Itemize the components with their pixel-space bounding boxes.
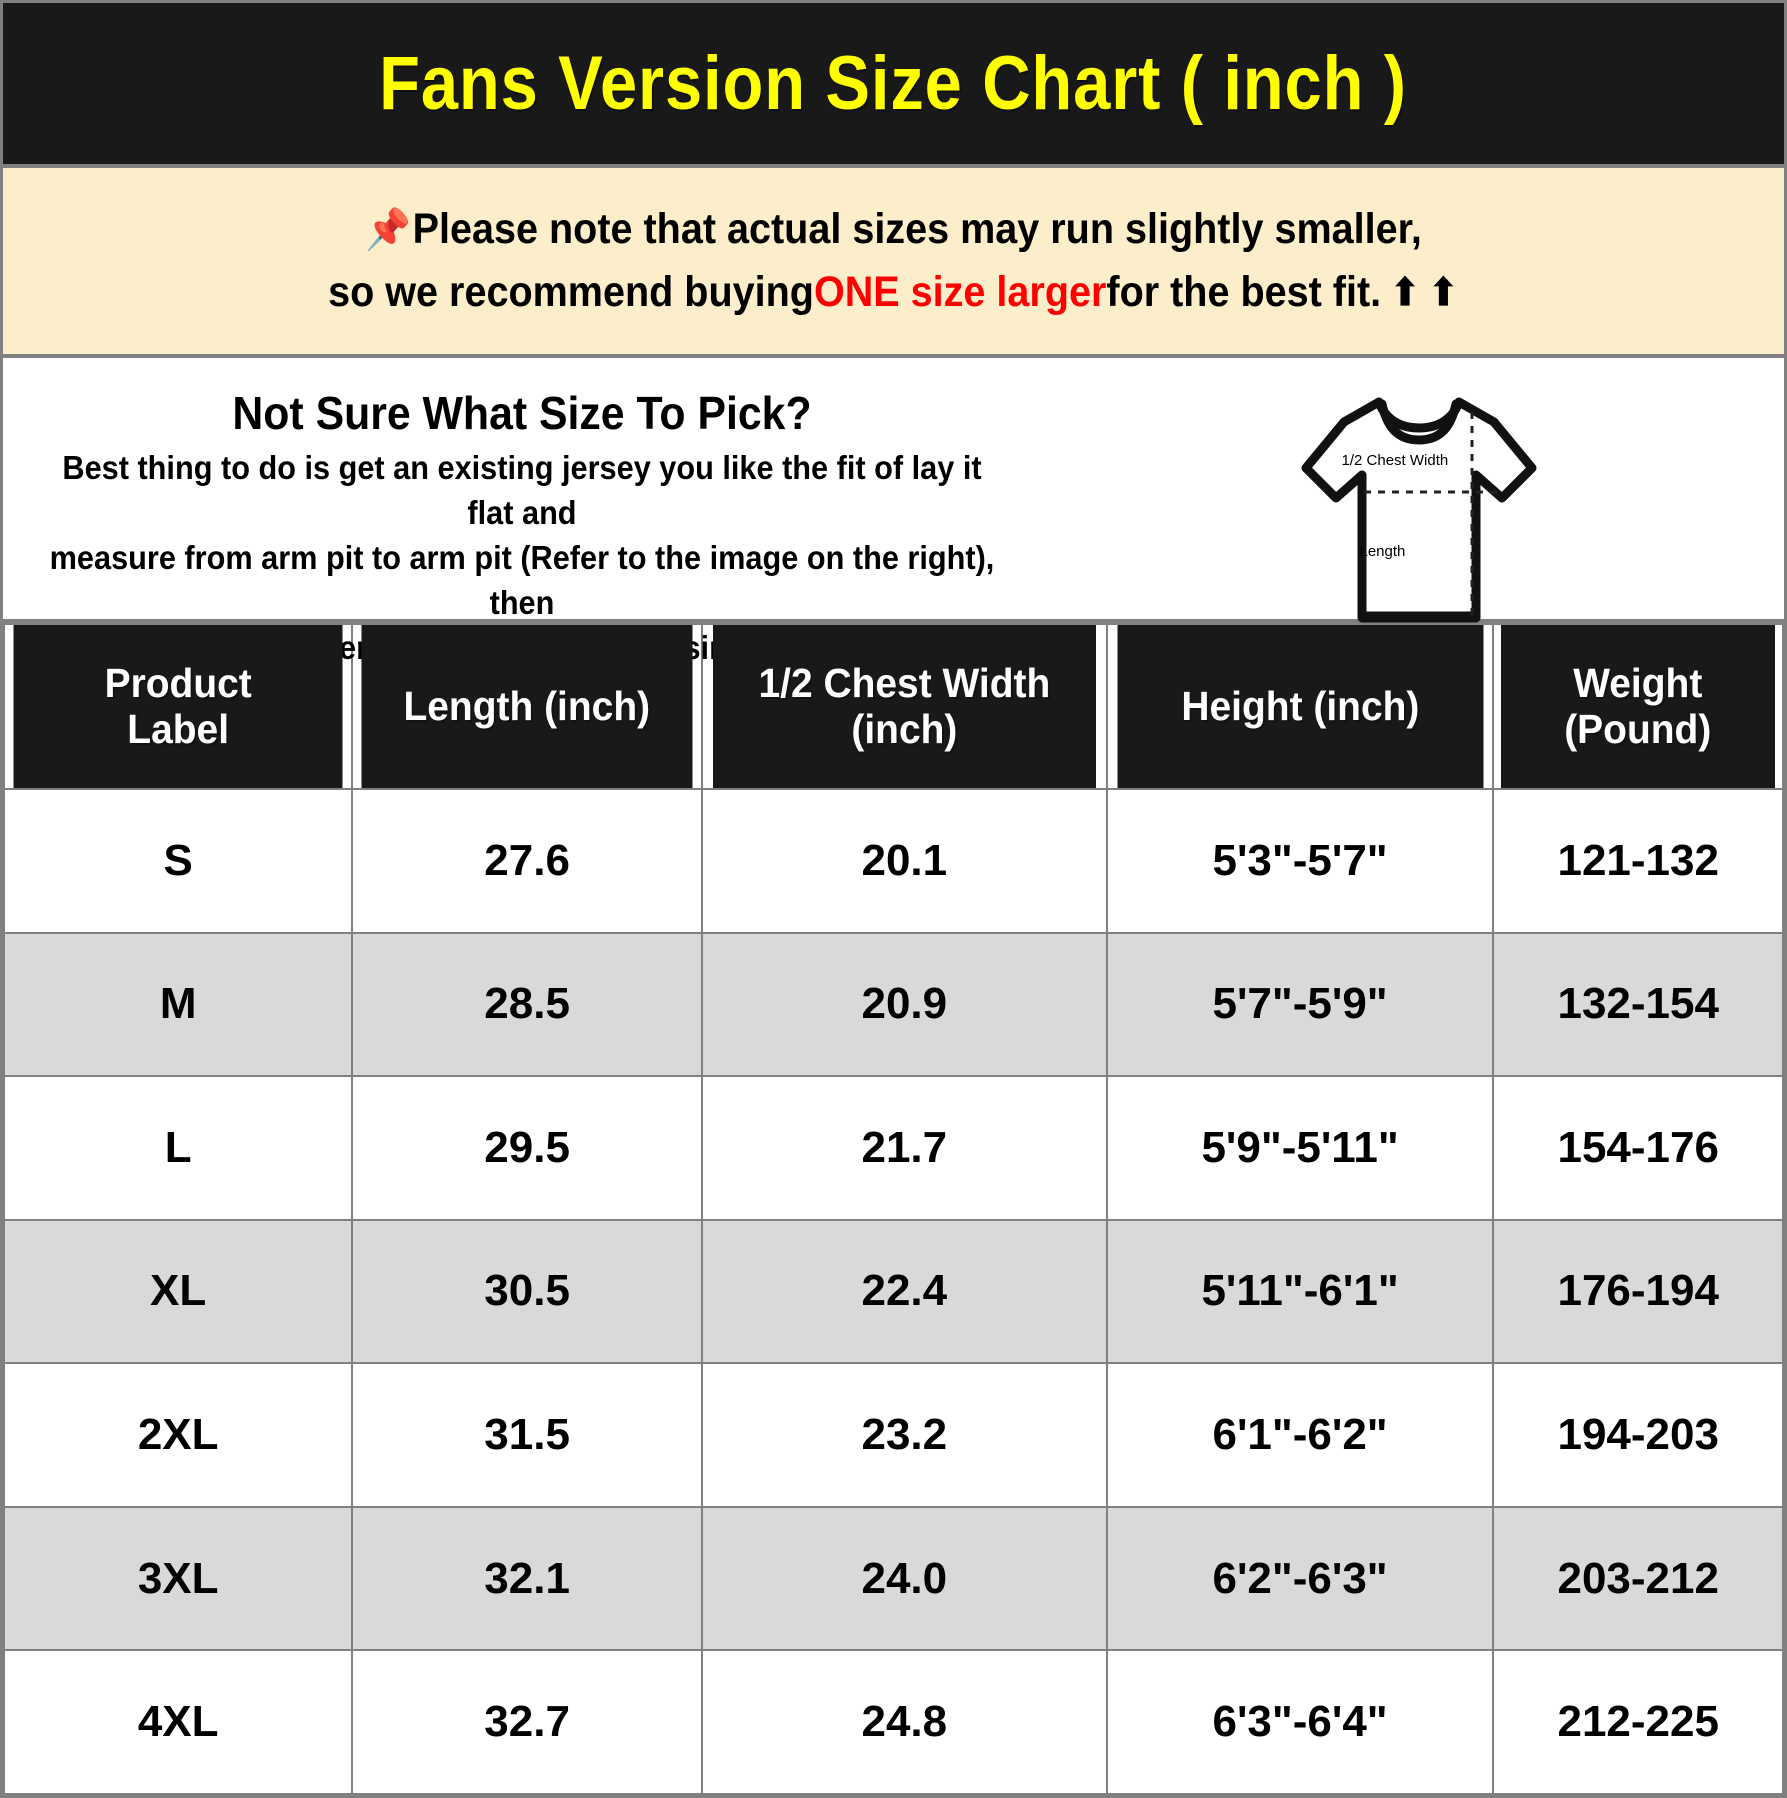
cell-half-chest: 24.0: [700, 1505, 1108, 1652]
col-header-line: (Pound): [1564, 705, 1712, 752]
arrow-up-icon-1: ⬆: [1390, 271, 1420, 314]
measurement-diagram: 1/2 Chest Width Length: [1053, 376, 1784, 630]
length-label: Length: [1359, 543, 1406, 560]
note-line-2-suffix: for the best fit.: [1106, 268, 1382, 316]
info-heading: Not Sure What Size To Pick?: [232, 387, 812, 439]
cell-length: 29.5: [351, 1075, 703, 1221]
tshirt-diagram-wrap: 1/2 Chest Width Length: [1284, 380, 1554, 630]
col-header-half-chest-width: 1/2 Chest Width (inch): [711, 623, 1098, 790]
note-line-1-text: Please note that actual sizes may run sl…: [412, 205, 1422, 253]
col-header-product-label: Product Label: [11, 623, 345, 790]
title-banner: Fans Version Size Chart ( inch ): [3, 3, 1784, 168]
cell-product-label: 3XL: [3, 1505, 354, 1652]
col-header-height: Height (inch): [1115, 623, 1485, 790]
cell-half-chest: 22.4: [700, 1218, 1108, 1365]
table-row: 3XL 32.1 24.0 6'2"-6'3" 203-212: [3, 1505, 1784, 1652]
cell-length: 32.7: [351, 1649, 703, 1795]
cell-product-label: XL: [3, 1218, 354, 1365]
cell-weight: 176-194: [1492, 1218, 1784, 1365]
table-header-row: Product Label Length (inch) 1/2 Chest Wi…: [4, 623, 1783, 790]
cell-length: 30.5: [351, 1218, 703, 1365]
info-body-line-1: Best thing to do is get an existing jers…: [62, 449, 982, 531]
cell-height: 6'1"-6'2": [1105, 1362, 1495, 1508]
size-table: Product Label Length (inch) 1/2 Chest Wi…: [3, 623, 1784, 1795]
cell-half-chest: 20.1: [700, 788, 1108, 934]
cell-half-chest: 23.2: [700, 1362, 1108, 1508]
note-emphasis: ONE size larger: [814, 268, 1107, 316]
cell-weight: 212-225: [1492, 1649, 1784, 1795]
col-header-line: Height (inch): [1181, 682, 1420, 729]
size-table-head: Product Label Length (inch) 1/2 Chest Wi…: [4, 623, 1783, 790]
cell-weight: 121-132: [1492, 788, 1784, 934]
col-header-line: (inch): [851, 705, 958, 752]
cell-length: 27.6: [351, 788, 703, 934]
col-header-line: 1/2 Chest Width: [758, 659, 1051, 706]
size-table-body: S 27.6 20.1 5'3"-5'7" 121-132 M 28.5 20.…: [3, 788, 1784, 1795]
note-line-2: so we recommend buying ONE size larger f…: [329, 268, 1459, 317]
table-row: 4XL 32.7 24.8 6'3"-6'4" 212-225: [3, 1649, 1784, 1795]
table-row: S 27.6 20.1 5'3"-5'7" 121-132: [3, 788, 1784, 934]
table-row: XL 30.5 22.4 5'11"-6'1" 176-194: [3, 1218, 1784, 1365]
page-title: Fans Version Size Chart ( inch ): [379, 41, 1408, 126]
pushpin-icon: 📌: [365, 207, 411, 252]
cell-length: 28.5: [351, 931, 703, 1078]
cell-height: 6'2"-6'3": [1105, 1505, 1495, 1652]
cell-weight: 132-154: [1492, 931, 1784, 1078]
cell-length: 32.1: [351, 1505, 703, 1652]
cell-weight: 194-203: [1492, 1362, 1784, 1508]
col-header-line: Product: [104, 659, 252, 706]
col-header-line: Weight: [1573, 659, 1703, 706]
note-banner: 📌 Please note that actual sizes may run …: [3, 168, 1784, 358]
note-line-1: 📌 Please note that actual sizes may run …: [365, 205, 1422, 254]
table-row: L 29.5 21.7 5'9"-5'11" 154-176: [3, 1075, 1784, 1221]
note-line-2-prefix: so we recommend buying: [328, 268, 815, 316]
col-header-line: Length (inch): [403, 682, 651, 729]
cell-height: 5'7"-5'9": [1105, 931, 1495, 1078]
cell-product-label: M: [3, 931, 354, 1078]
cell-product-label: L: [3, 1075, 354, 1221]
cell-height: 6'3"-6'4": [1105, 1649, 1495, 1795]
cell-product-label: 4XL: [3, 1649, 354, 1795]
cell-product-label: S: [3, 788, 354, 934]
cell-height: 5'3"-5'7": [1105, 788, 1495, 934]
cell-height: 5'11"-6'1": [1105, 1218, 1495, 1365]
cell-weight: 154-176: [1492, 1075, 1784, 1221]
col-header-length: Length (inch): [360, 623, 695, 790]
cell-weight: 203-212: [1492, 1505, 1784, 1652]
arrow-up-icon-2: ⬆: [1429, 271, 1459, 314]
chest-width-label: 1/2 Chest Width: [1341, 452, 1449, 469]
cell-half-chest: 21.7: [700, 1075, 1108, 1221]
col-header-line: Label: [127, 705, 230, 752]
cell-length: 31.5: [351, 1362, 703, 1508]
cell-height: 5'9"-5'11": [1105, 1075, 1495, 1221]
table-row: M 28.5 20.9 5'7"-5'9" 132-154: [3, 931, 1784, 1078]
info-body-line-2: measure from arm pit to arm pit (Refer t…: [49, 538, 995, 621]
cell-half-chest: 24.8: [700, 1649, 1108, 1795]
table-row: 2XL 31.5 23.2 6'1"-6'2" 194-203: [3, 1362, 1784, 1508]
col-header-weight: Weight (Pound): [1499, 623, 1777, 790]
info-section: Not Sure What Size To Pick? Best thing t…: [3, 358, 1784, 755]
cell-product-label: 2XL: [3, 1362, 354, 1508]
cell-half-chest: 20.9: [700, 931, 1108, 1078]
tshirt-icon: [1301, 397, 1536, 623]
